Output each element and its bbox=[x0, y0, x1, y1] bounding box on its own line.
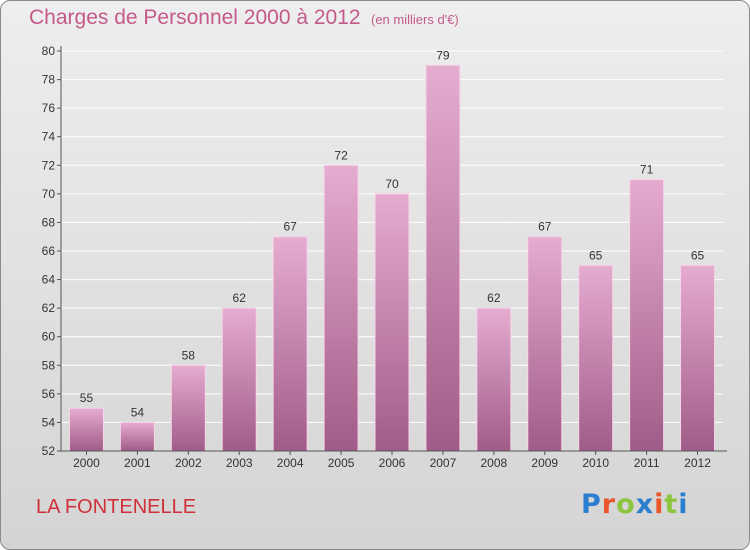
x-tick-label: 2008 bbox=[480, 456, 507, 470]
x-tick-label: 2010 bbox=[582, 456, 609, 470]
bar bbox=[170, 364, 206, 452]
x-tick-label: 2003 bbox=[226, 456, 253, 470]
bar bbox=[272, 236, 308, 452]
data-label: 62 bbox=[487, 291, 501, 305]
axes bbox=[60, 46, 727, 452]
chart-title: Charges de Personnel 2000 à 2012 bbox=[29, 6, 361, 29]
x-tick-label: 2012 bbox=[684, 456, 711, 470]
bar bbox=[476, 307, 512, 452]
bar bbox=[68, 407, 104, 452]
y-tick-label: 54 bbox=[42, 415, 56, 429]
y-tick-label: 62 bbox=[42, 301, 56, 315]
y-axis-ticks: 52 54 56 58 60 62 64 66 68 70 72 74 76 78 80 bbox=[42, 44, 61, 458]
data-label: 67 bbox=[538, 220, 552, 234]
data-label: 72 bbox=[334, 148, 348, 162]
logo-letter: r bbox=[601, 489, 617, 520]
x-axis-ticks: 2000 2001 2002 2003 2004 2005 2006 2007 2008 2009… bbox=[73, 451, 711, 470]
bar bbox=[119, 421, 155, 452]
logo-letter: i bbox=[678, 489, 689, 520]
y-tick-label: 70 bbox=[42, 187, 56, 201]
data-label: 54 bbox=[131, 405, 145, 419]
chart-subtitle: (en milliers d'€) bbox=[371, 12, 459, 27]
x-tick-label: 2009 bbox=[531, 456, 558, 470]
x-tick-label: 2006 bbox=[379, 456, 406, 470]
y-tick-label: 58 bbox=[42, 358, 56, 372]
data-label: 70 bbox=[385, 177, 399, 191]
y-tick-label: 80 bbox=[42, 44, 56, 58]
logo-letter: x bbox=[635, 489, 655, 520]
logo-letter: i bbox=[654, 489, 665, 520]
data-label: 79 bbox=[436, 48, 450, 62]
x-tick-label: 2005 bbox=[328, 456, 355, 470]
x-tick-label: 2007 bbox=[430, 456, 457, 470]
y-tick-label: 72 bbox=[42, 158, 56, 172]
data-label: 71 bbox=[640, 163, 654, 177]
data-label: 58 bbox=[182, 348, 196, 362]
x-tick-label: 2002 bbox=[175, 456, 202, 470]
logo-letter: P bbox=[581, 489, 602, 520]
bar bbox=[680, 264, 716, 452]
y-tick-label: 74 bbox=[42, 130, 56, 144]
y-tick-label: 60 bbox=[42, 330, 56, 344]
bar bbox=[425, 64, 461, 452]
y-tick-label: 76 bbox=[42, 101, 56, 115]
commune-name: LA FONTENELLE bbox=[36, 496, 197, 518]
logo-letter: o bbox=[616, 489, 636, 520]
x-tick-label: 2004 bbox=[277, 456, 304, 470]
data-label: 65 bbox=[691, 248, 705, 262]
bar bbox=[323, 164, 359, 452]
x-tick-label: 2000 bbox=[73, 456, 100, 470]
y-tick-label: 52 bbox=[42, 444, 56, 458]
proxiti-logo: Proxiti bbox=[581, 489, 689, 520]
y-tick-label: 68 bbox=[42, 215, 56, 229]
y-tick-label: 66 bbox=[42, 244, 56, 258]
y-tick-label: 56 bbox=[42, 387, 56, 401]
logo-letter: t bbox=[664, 489, 679, 520]
bar bbox=[629, 179, 665, 452]
y-tick-label: 64 bbox=[42, 273, 56, 287]
bar bbox=[527, 236, 563, 452]
x-tick-label: 2011 bbox=[634, 456, 660, 470]
bar bbox=[578, 264, 614, 452]
y-tick-label: 78 bbox=[42, 73, 56, 87]
data-label: 67 bbox=[283, 220, 297, 234]
bar bbox=[221, 307, 257, 452]
data-labels: 55 54 58 62 67 72 70 79 62 67 65 71 65 bbox=[80, 48, 705, 419]
x-tick-label: 2001 bbox=[124, 456, 151, 470]
data-label: 55 bbox=[80, 391, 94, 405]
bars bbox=[68, 64, 716, 452]
data-label: 62 bbox=[233, 291, 247, 305]
bar bbox=[374, 193, 410, 452]
data-label: 65 bbox=[589, 248, 603, 262]
